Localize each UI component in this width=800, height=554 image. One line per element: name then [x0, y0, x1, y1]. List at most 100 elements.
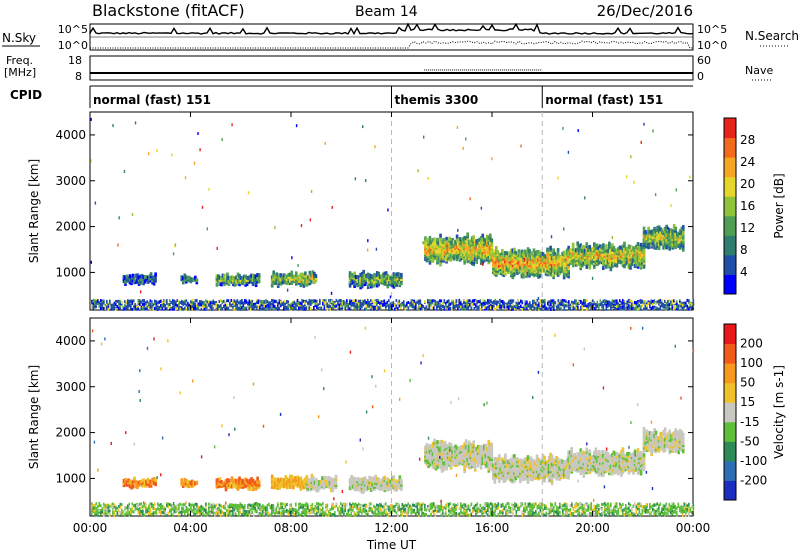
echo-cell — [498, 259, 501, 264]
echo-cell — [633, 255, 637, 260]
echo-cell — [629, 251, 632, 256]
ground-scatter-cell — [116, 511, 119, 515]
ground-scatter-cell — [346, 304, 348, 308]
echo-cell — [552, 262, 555, 267]
echo-cell — [571, 250, 575, 255]
echo-cell — [615, 257, 619, 262]
echo-cell — [657, 241, 661, 246]
echo-cell — [603, 251, 607, 256]
noise-cell — [591, 276, 594, 280]
echo-cell — [668, 232, 671, 237]
echo-cell — [473, 249, 477, 254]
ground-scatter-cell — [367, 298, 369, 302]
echo-cell — [395, 274, 399, 279]
echo-cell — [235, 281, 238, 286]
echo-cell — [662, 243, 665, 248]
ground-scatter-cell — [91, 509, 93, 513]
ground-scatter-cell — [139, 302, 141, 306]
ground-scatter-cell — [680, 307, 683, 311]
echo-cell — [526, 247, 530, 252]
echo-cell — [473, 251, 477, 256]
noise-cell — [286, 288, 289, 292]
ground-scatter-cell — [221, 510, 224, 514]
ground-scatter-cell — [212, 510, 215, 514]
echo-cell — [472, 262, 476, 267]
echo-cell — [304, 279, 307, 284]
echo-cell — [665, 243, 668, 248]
echo-cell — [537, 250, 540, 255]
ground-scatter-cell — [302, 307, 305, 311]
echo-cell — [383, 275, 387, 280]
echo-cell — [564, 262, 567, 267]
ground-scatter-cell — [368, 300, 371, 304]
ground-scatter-cell — [403, 300, 405, 304]
echo-cell — [476, 240, 480, 245]
echo-cell — [603, 257, 607, 262]
ground-scatter-cell — [251, 304, 254, 308]
ground-scatter-cell — [374, 301, 377, 305]
echo-cell — [544, 265, 548, 270]
echo-cell — [674, 226, 678, 231]
echo-cell — [476, 245, 480, 250]
ground-scatter-cell — [611, 304, 614, 308]
ground-scatter-cell — [544, 303, 546, 307]
ground-scatter-cell — [196, 503, 198, 507]
ground-scatter-cell — [614, 301, 617, 305]
echo-cell — [476, 249, 480, 254]
ground-scatter-cell — [382, 302, 384, 306]
echo-cell — [244, 282, 247, 287]
echo-cell — [653, 228, 656, 233]
echo-cell — [436, 246, 439, 251]
echo-cell — [235, 275, 238, 280]
ground-scatter-cell — [281, 506, 284, 510]
echo-cell — [576, 247, 580, 252]
ground-scatter-cell — [149, 506, 152, 510]
echo-cell — [425, 241, 429, 246]
ground-scatter-cell — [509, 303, 512, 307]
echo-cell — [437, 256, 441, 261]
echo-cell — [681, 225, 685, 230]
ground-scatter-cell — [148, 504, 150, 508]
echo-cell — [387, 275, 391, 280]
echo-cell — [430, 242, 433, 247]
nave-label: Nave — [745, 64, 773, 77]
ground-scatter-cell — [182, 510, 185, 514]
echo-cell — [505, 261, 509, 266]
echo-cell — [375, 279, 379, 284]
echo-cell — [618, 251, 622, 256]
echo-cell — [513, 264, 516, 269]
ground-scatter-cell — [191, 307, 194, 311]
ground-scatter-cell — [353, 299, 356, 303]
ground-scatter-cell — [235, 306, 237, 310]
echo-cell — [366, 272, 370, 277]
echo-cell — [305, 278, 309, 283]
ground-scatter-cell — [526, 307, 528, 311]
echo-cell — [593, 246, 596, 251]
echo-cell — [579, 260, 583, 265]
noise-cell — [174, 244, 176, 248]
echo-cell — [639, 263, 643, 268]
ground-scatter-cell — [536, 305, 539, 309]
echo-cell — [605, 246, 608, 251]
ground-scatter-cell — [161, 307, 164, 311]
echo-cell — [636, 264, 640, 269]
ground-scatter-cell — [457, 307, 459, 311]
echo-cell — [659, 237, 662, 242]
echo-cell — [495, 246, 498, 251]
ground-scatter-cell — [403, 302, 405, 306]
noise-cell — [131, 213, 134, 217]
echo-cell — [514, 255, 518, 260]
echo-cell — [636, 256, 640, 261]
ground-scatter-cell — [436, 302, 438, 306]
ground-scatter-cell — [247, 512, 249, 516]
ground-scatter-cell — [428, 303, 431, 307]
ground-scatter-cell — [440, 307, 443, 311]
echo-cell — [617, 259, 620, 264]
echo-cell — [632, 252, 635, 257]
echo-cell — [369, 276, 373, 281]
echo-cell — [514, 257, 518, 262]
noise-cell — [90, 117, 92, 121]
freq-tick: 8 — [75, 70, 82, 83]
echo-cell — [593, 248, 596, 253]
ground-scatter-cell — [553, 307, 555, 311]
